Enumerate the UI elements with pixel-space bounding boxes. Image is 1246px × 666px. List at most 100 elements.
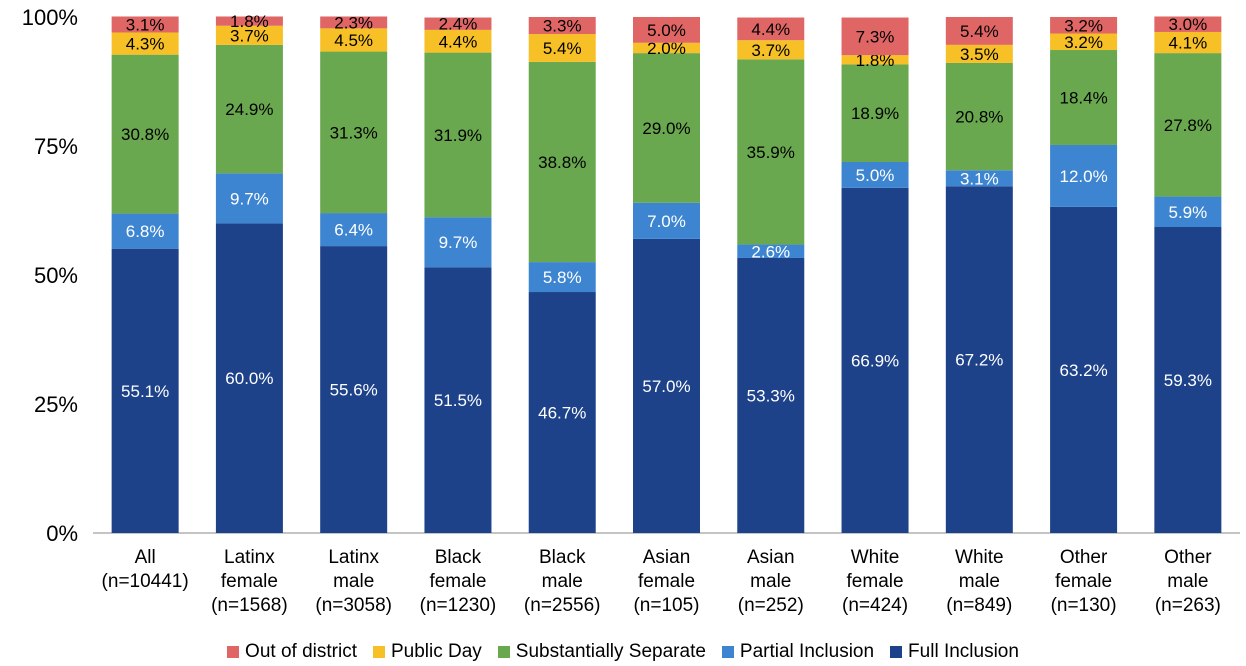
data-label: 27.8% [1164,116,1212,135]
x-category-label: male [542,571,583,592]
bar-segment [633,202,700,239]
x-category-label: female [638,571,695,592]
bar-segment [945,62,1013,171]
data-label: 67.2% [955,351,1003,370]
x-category-label: (n=849) [946,595,1012,616]
bar-segment [737,257,805,533]
bar-segment [320,28,388,52]
data-label: 59.3% [1164,371,1212,390]
x-category-label: female [221,571,278,592]
x-category-label: female [1055,571,1112,592]
bar-segment [633,42,700,54]
bar-segment [424,29,492,53]
bar-segment [1154,16,1222,32]
data-label: 31.9% [434,126,482,145]
data-label: 18.4% [1059,88,1107,107]
data-label: 3.3% [543,17,582,36]
data-label: 5.0% [647,21,686,40]
bar-segment [1050,33,1118,51]
data-label: 35.9% [747,143,795,162]
bar-segment [737,59,805,245]
data-label: 12.0% [1059,167,1107,186]
data-label: 3.1% [126,15,165,34]
bar-segment [945,186,1013,534]
data-label: 2.3% [334,13,373,32]
legend-swatch [497,646,510,658]
x-category-label: male [333,571,374,592]
stacked-bar-chart: 0%25%50%75%100%55.1%6.8%30.8%4.3%3.1%All… [22,5,1240,616]
bar-segment [215,16,283,26]
bar-segment [841,64,909,162]
data-label: 38.8% [538,153,586,172]
x-category-label: Other [1060,547,1108,568]
bar-segment [528,34,596,62]
data-label: 55.1% [121,382,169,401]
data-label: 66.9% [851,351,899,370]
legend-swatch [721,646,734,658]
bar-segment [1050,17,1118,34]
x-category-label: (n=263) [1155,595,1221,616]
bar-segment [841,187,909,533]
bar-segment [737,17,805,41]
legend-label: Full Inclusion [908,641,1019,662]
bar-stack: 55.6% 6.4% 31.3% 4.5%2.3% [320,13,388,533]
x-category-label: Asian [747,547,795,568]
x-category-label: White [955,547,1004,568]
data-label: 5.8% [543,268,582,287]
bar-segment [1154,196,1222,228]
data-label: 1.8% [230,12,269,31]
bar-segment [424,267,492,533]
data-label: 4.1% [1168,34,1207,53]
data-label: 18.9% [851,104,899,123]
data-label: 55.6% [330,381,378,400]
x-category-label: (n=2556) [524,595,601,616]
data-label: 6.4% [334,221,373,240]
bar-segment [528,61,596,263]
x-category-label: male [959,571,1000,592]
legend-swatch [372,646,385,658]
bar-segment [111,248,179,533]
data-label: 30.8% [121,125,169,144]
data-label: 60.0% [225,369,273,388]
legend-item: Public Day [372,641,482,663]
bar-segment [945,170,1013,187]
y-tick-label: 100% [22,5,78,30]
bar-segment [841,161,909,188]
x-category-label: female [847,571,904,592]
data-label: 2.4% [439,15,478,34]
x-category-label: (n=3058) [315,595,392,616]
data-label: 5.4% [960,22,999,41]
data-label: 51.5% [434,391,482,410]
data-label: 2.0% [647,39,686,58]
data-label: 3.2% [1064,16,1103,35]
data-label: 20.8% [955,108,1003,127]
bar-segment [945,44,1013,63]
bar-segment [841,55,909,65]
bar-segment [841,17,909,56]
data-label: 3.7% [751,41,790,60]
data-label: 2.6% [751,242,790,261]
y-tick-label: 50% [34,263,78,288]
bar-stack: 51.5% 9.7% 31.9% 4.4%2.4% [424,15,492,533]
data-label: 3.7% [230,26,269,45]
x-category-label: All [135,547,156,568]
bar-segment [424,217,492,268]
data-label: 9.7% [439,233,478,252]
data-label: 29.0% [642,119,690,138]
bar-stack: 59.3% 5.9% 27.8% 4.1%3.0% [1154,15,1222,533]
y-tick-label: 25% [34,392,78,417]
legend-item: Partial Inclusion [721,641,874,663]
bar-segment [215,223,283,533]
bar-segment [424,52,492,218]
data-label: 6.8% [126,222,165,241]
data-label: 7.0% [647,212,686,231]
bar-segment [945,17,1013,45]
x-category-label: (n=10441) [102,571,189,592]
x-category-label: (n=1230) [420,595,497,616]
x-category-label: (n=424) [842,595,908,616]
x-category-label: Black [435,547,482,568]
bar-segment [1154,31,1222,54]
data-label: 5.4% [543,39,582,58]
bar-segment [424,17,492,30]
bar-segment [737,40,805,60]
